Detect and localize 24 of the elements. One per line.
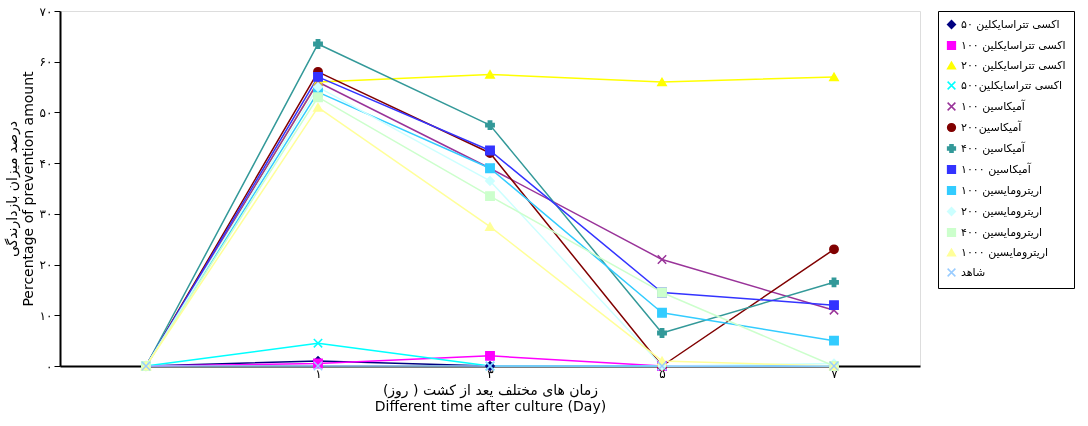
legend-label: اکسی تتراسایکلین ۲۰۰ — [961, 58, 1066, 72]
legend-label: اکسی تتراسایکلین۵۰۰ — [961, 78, 1063, 92]
y-tick-label: ۰ — [46, 359, 53, 374]
y-tick-label: ۱۰ — [39, 308, 53, 323]
legend-label: اریترومایسین ۴۰۰ — [961, 225, 1043, 239]
legend-label: اریترومایسین ۲۰۰ — [961, 204, 1043, 218]
legend-label: آمیکاسین ۴۰۰ — [961, 140, 1026, 155]
legend-label: اکسی تتراسایکلین ۱۰۰ — [961, 38, 1066, 52]
x-tick-label: ۷ — [831, 366, 839, 381]
y-tick-label: ۴۰ — [39, 156, 53, 171]
y-tick-label: ۳۰ — [39, 207, 53, 222]
y-tick-label: ۲۰ — [39, 258, 53, 273]
x-tick-label: ۳ — [487, 366, 495, 381]
legend-label: اریترومایسین ۱۰۰ — [961, 183, 1043, 197]
legend-label: اکسی تتراسایکلین ۵۰ — [961, 17, 1060, 31]
legend-label: آمیکاسین ۱۰۰ — [961, 98, 1026, 113]
y-tick-label: ۵۰ — [39, 105, 53, 120]
x-tick-label: ۱ — [315, 366, 322, 381]
legend-label: آمیکاسین ۱۰۰۰ — [961, 161, 1032, 176]
y-tick-label: ۷۰ — [39, 4, 53, 19]
legend-label: آمیکاسین۲۰۰ — [961, 119, 1023, 134]
legend-label: اریترومایسین ۱۰۰۰ — [961, 245, 1049, 259]
legend-label: شاهد — [961, 265, 986, 279]
y-tick-label: ۶۰ — [39, 55, 53, 70]
